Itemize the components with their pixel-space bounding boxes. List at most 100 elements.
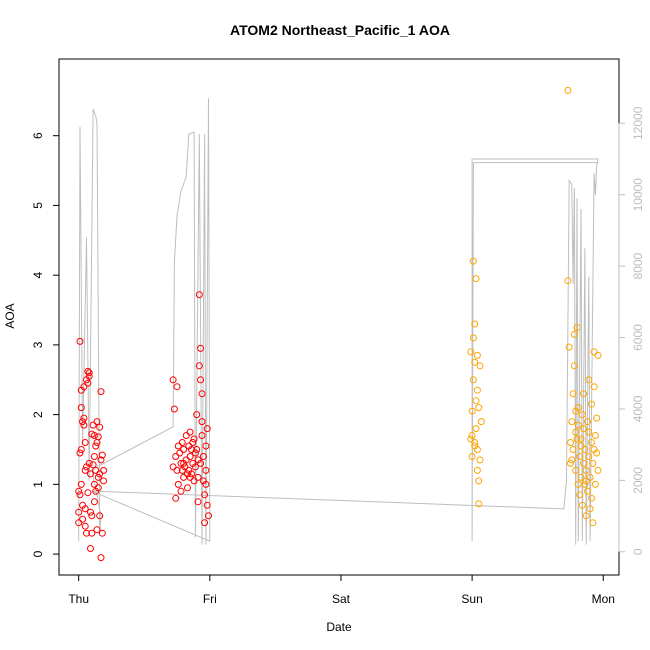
data-point-s1-57 bbox=[186, 473, 194, 481]
data-point-s3-34 bbox=[588, 439, 595, 446]
data-point-s3-17 bbox=[576, 491, 584, 499]
data-point-s0-15 bbox=[83, 529, 90, 537]
data-point-s1-11 bbox=[178, 439, 186, 446]
data-point-s0-11 bbox=[80, 421, 88, 429]
data-point-s0-39 bbox=[96, 512, 104, 520]
data-point-s2-4 bbox=[469, 376, 477, 384]
data-point-s3-48 bbox=[577, 435, 585, 443]
data-point-s2-6 bbox=[469, 257, 477, 265]
data-point-s3-44 bbox=[594, 351, 602, 359]
data-point-s3-28 bbox=[584, 418, 591, 426]
data-point-s1-38 bbox=[199, 453, 207, 460]
data-point-s2-1 bbox=[467, 348, 475, 356]
data-point-s3-40 bbox=[591, 432, 599, 439]
data-point-s2-7 bbox=[471, 439, 479, 446]
data-point-s1-41 bbox=[201, 491, 209, 499]
data-point-s1-8 bbox=[176, 449, 184, 457]
data-point-s1-55 bbox=[202, 480, 210, 488]
data-point-s0-58 bbox=[79, 418, 87, 426]
data-point-s2-24 bbox=[473, 351, 481, 359]
data-point-s2-12 bbox=[472, 425, 480, 433]
data-point-s0-32 bbox=[92, 466, 100, 474]
data-point-s2-19 bbox=[476, 362, 484, 370]
data-point-s1-48 bbox=[194, 473, 202, 481]
data-point-s0-3 bbox=[76, 449, 84, 457]
data-point-s0-34 bbox=[93, 418, 101, 426]
data-point-s1-34 bbox=[197, 344, 205, 352]
data-point-s2-2 bbox=[468, 453, 476, 460]
data-point-s1-9 bbox=[177, 459, 185, 467]
data-point-s1-3 bbox=[172, 494, 180, 502]
data-point-s3-18 bbox=[577, 442, 585, 450]
data-point-s3-32 bbox=[586, 473, 594, 481]
data-point-s3-29 bbox=[584, 487, 591, 495]
data-point-s1-17 bbox=[184, 484, 191, 492]
data-point-s1-23 bbox=[189, 439, 197, 446]
x-axis: Thu Fri Sat Sun Mon bbox=[68, 574, 615, 606]
data-point-s3-39 bbox=[590, 383, 598, 391]
data-point-s1-7 bbox=[174, 480, 182, 488]
data-point-s0-7 bbox=[77, 446, 85, 453]
data-point-s3-1 bbox=[564, 277, 572, 285]
data-point-s2-9 bbox=[471, 358, 479, 366]
data-point-s2-17 bbox=[475, 500, 483, 508]
data-point-s0-26 bbox=[89, 461, 97, 469]
data-point-s1-31 bbox=[194, 498, 202, 506]
data-point-s0-33 bbox=[93, 526, 101, 534]
data-point-s1-10 bbox=[177, 487, 185, 495]
data-point-s0-35 bbox=[94, 473, 102, 481]
data-point-s3-0 bbox=[564, 86, 572, 94]
data-point-s0-55 bbox=[83, 463, 90, 471]
data-point-s0-50 bbox=[93, 439, 101, 446]
data-point-s1-36 bbox=[198, 432, 206, 439]
data-point-s1-28 bbox=[193, 411, 201, 419]
data-point-s3-11 bbox=[572, 466, 580, 474]
data-point-s1-44 bbox=[203, 501, 211, 509]
data-point-s0-48 bbox=[81, 522, 89, 530]
data-point-s0-47 bbox=[77, 480, 85, 488]
data-point-s2-16 bbox=[475, 477, 483, 485]
data-point-s0-53 bbox=[90, 432, 98, 439]
data-point-s0-20 bbox=[85, 369, 93, 377]
y2-tick-label-0: 0 bbox=[631, 548, 645, 555]
data-point-s0-56 bbox=[87, 508, 94, 516]
data-point-s1-26 bbox=[191, 449, 199, 457]
data-point-s1-50 bbox=[180, 459, 188, 467]
data-point-s0-19 bbox=[84, 489, 92, 497]
y2-tick-label-6: 12000 bbox=[631, 106, 645, 140]
data-point-s3-37 bbox=[589, 519, 597, 527]
y-tick-label-2: 2 bbox=[31, 411, 45, 418]
data-point-s3-42 bbox=[593, 414, 601, 422]
data-point-s0-23 bbox=[87, 545, 94, 552]
data-point-s3-24 bbox=[581, 480, 589, 488]
data-point-s1-46 bbox=[205, 512, 212, 520]
data-point-s1-32 bbox=[195, 362, 203, 370]
data-point-s0-31 bbox=[92, 442, 100, 450]
data-point-s3-38 bbox=[590, 348, 598, 356]
data-point-s0-43 bbox=[98, 451, 106, 459]
data-point-s1-6 bbox=[173, 383, 181, 391]
y2-tick-label-1: 2000 bbox=[631, 467, 645, 494]
data-point-s3-52 bbox=[574, 421, 582, 429]
x-tick-label-0: Thu bbox=[68, 592, 89, 606]
data-point-s1-4 bbox=[172, 453, 180, 460]
data-point-s3-6 bbox=[569, 390, 577, 398]
data-point-s1-47 bbox=[198, 390, 206, 398]
data-point-s3-21 bbox=[578, 501, 586, 509]
data-point-s0-4 bbox=[76, 337, 84, 345]
x-tick-label-2: Sat bbox=[332, 592, 351, 606]
data-point-s3-26 bbox=[582, 512, 590, 520]
data-point-s0-28 bbox=[90, 453, 98, 460]
data-point-s0-54 bbox=[76, 491, 84, 499]
data-point-s2-20 bbox=[476, 456, 484, 464]
data-point-s1-53 bbox=[190, 435, 198, 443]
data-point-s2-11 bbox=[472, 397, 480, 405]
data-point-s3-53 bbox=[585, 428, 593, 436]
data-point-s3-47 bbox=[572, 407, 580, 415]
data-point-s3-54 bbox=[590, 446, 598, 453]
data-point-s1-29 bbox=[193, 446, 201, 453]
data-point-s0-52 bbox=[85, 372, 93, 380]
data-point-s1-27 bbox=[191, 463, 199, 471]
